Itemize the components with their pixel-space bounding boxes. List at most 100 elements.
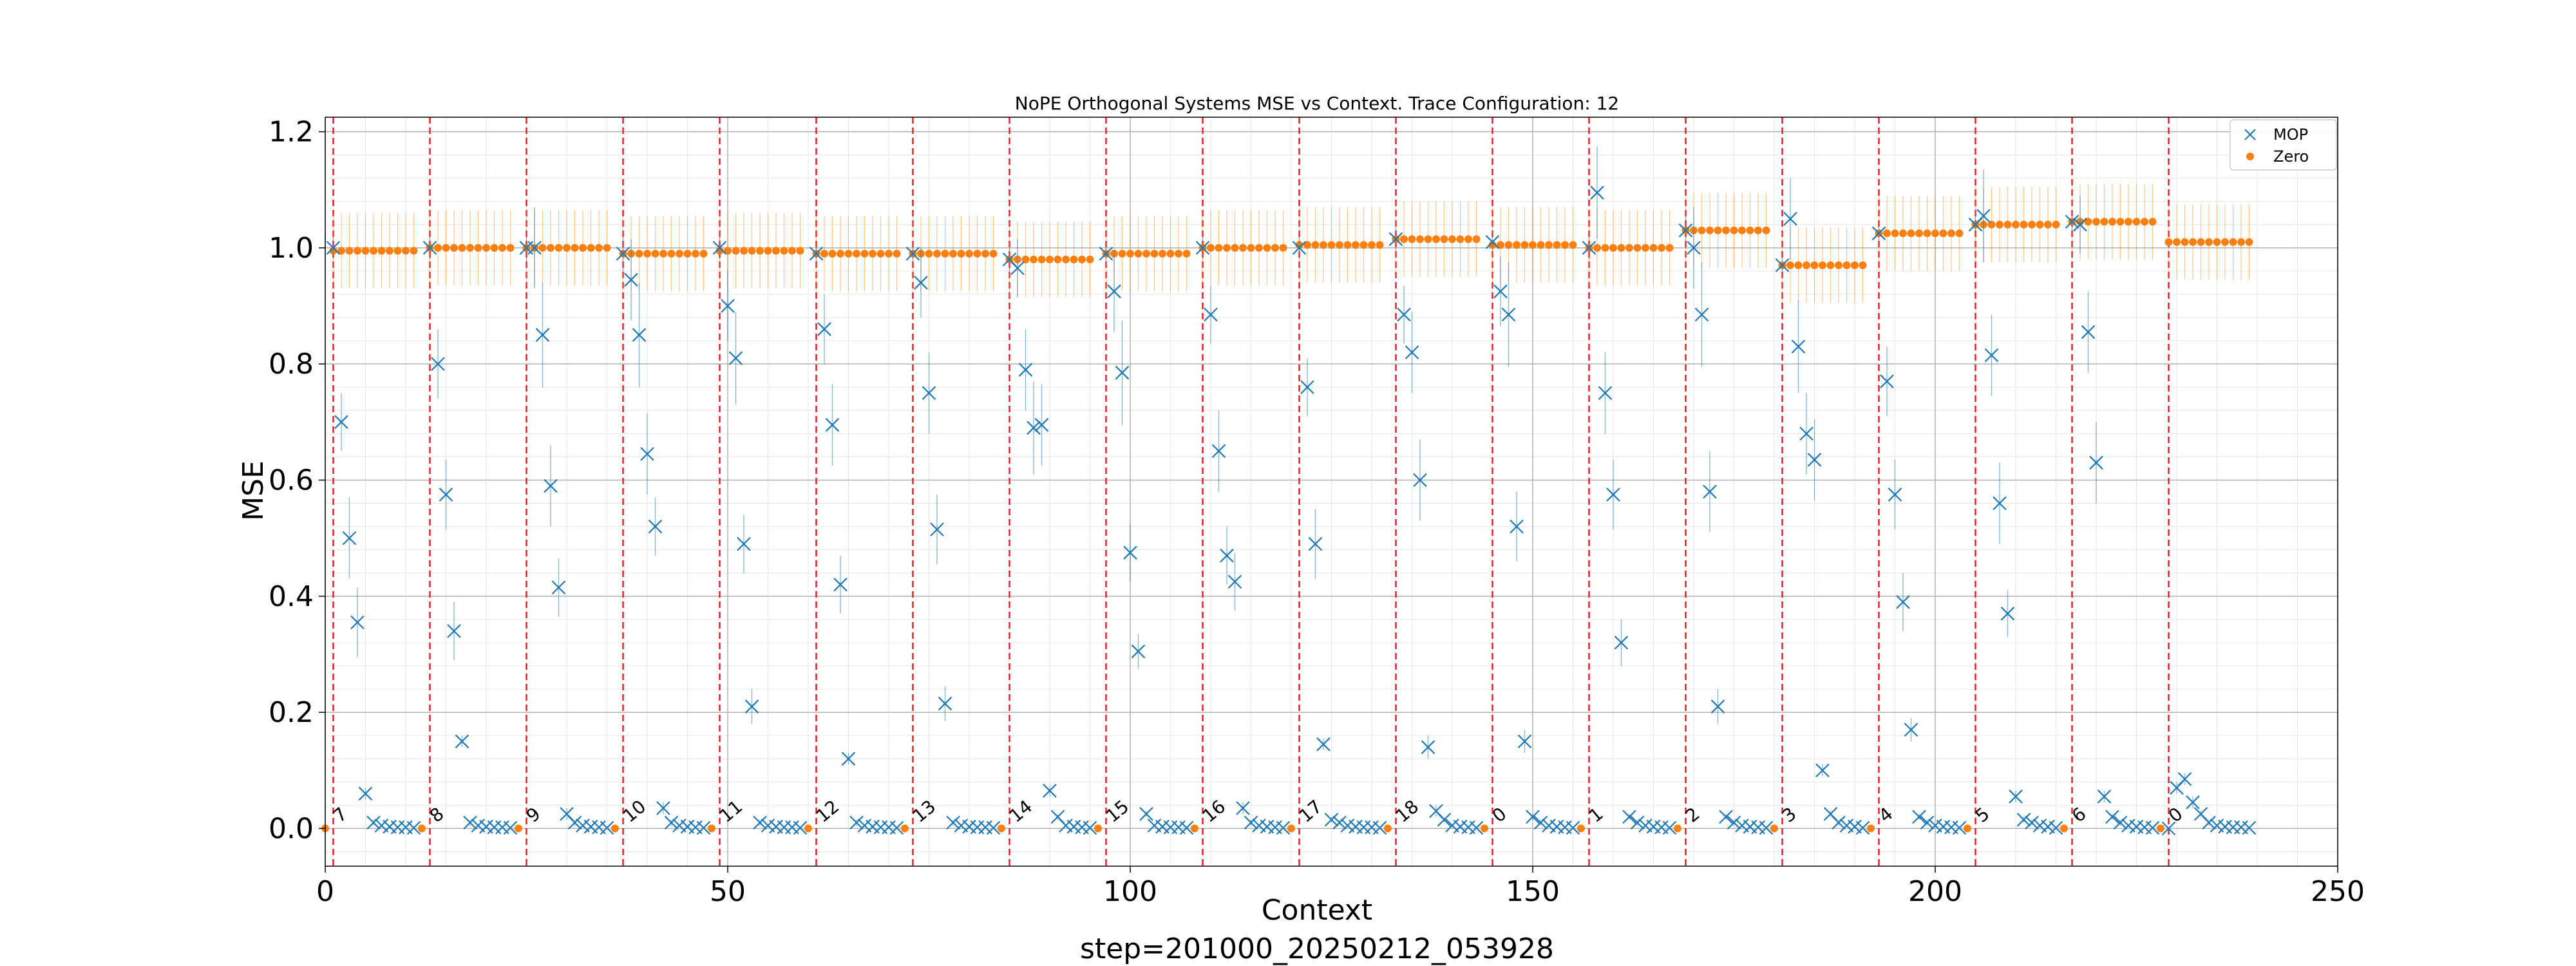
- mop-series: [326, 146, 2257, 836]
- zero-point: [1142, 249, 1150, 258]
- zero-point: [804, 824, 812, 833]
- segment-label: 3: [1778, 803, 1801, 827]
- mop-point: [1300, 380, 1314, 394]
- zero-point: [1481, 824, 1488, 833]
- zero-point: [780, 247, 788, 255]
- zero-point: [2221, 238, 2229, 246]
- segment-label: 9: [522, 803, 545, 827]
- mop-point: [2097, 790, 2112, 804]
- mop-point: [664, 815, 679, 830]
- zero-point: [1835, 261, 1842, 269]
- mop-point: [656, 801, 670, 815]
- mop-point: [986, 820, 1001, 835]
- zero-point: [2003, 220, 2012, 229]
- zero-point: [1907, 229, 1915, 238]
- x-axis-label: Context: [1262, 894, 1372, 927]
- mop-point: [1710, 699, 1725, 714]
- zero-point: [949, 249, 957, 258]
- zero-point: [2100, 218, 2108, 226]
- zero-point: [2181, 238, 2189, 246]
- segment-label: 0: [1488, 803, 1511, 827]
- segment-labels: 7 8 9 10 11 12 13 14 15 16 17 18 0 1 2 3 4 5 6 0: [329, 796, 2187, 827]
- zero-point: [563, 243, 571, 252]
- zero-point: [973, 249, 981, 258]
- mop-point: [1590, 185, 1604, 200]
- x-tick-label: 250: [2311, 875, 2365, 908]
- segment-label: 5: [1971, 803, 1994, 827]
- zero-point: [837, 249, 844, 258]
- mop-point: [1832, 815, 1846, 830]
- zero-point: [2108, 218, 2116, 226]
- zero-point: [692, 249, 699, 258]
- zero-point: [989, 249, 998, 258]
- zero-point: [1665, 243, 1674, 252]
- mop-point: [1952, 820, 1967, 835]
- zero-point: [1883, 229, 1891, 238]
- mop-point: [2081, 325, 2096, 339]
- zero-point: [538, 243, 547, 252]
- mop-point: [1236, 801, 1250, 815]
- zero-point: [1255, 243, 1263, 252]
- zero-point: [1842, 261, 1851, 269]
- mop-point: [2145, 820, 2160, 835]
- y-tick-label: 1.0: [269, 232, 314, 265]
- zero-point: [2012, 220, 2020, 229]
- mop-point: [358, 786, 373, 801]
- mop-point: [350, 615, 365, 630]
- zero-point: [1947, 229, 1955, 238]
- zero-point: [2213, 238, 2221, 246]
- segment-label: 2: [1681, 803, 1704, 827]
- mop-point: [1220, 548, 1234, 563]
- zero-point: [1424, 235, 1432, 243]
- mop-point: [1332, 815, 1347, 830]
- zero-point: [1126, 249, 1134, 258]
- mop-point: [551, 580, 566, 595]
- mop-point: [1211, 444, 1226, 459]
- mop-point: [1388, 232, 1403, 247]
- zero-point: [2036, 220, 2044, 229]
- zero-point: [885, 249, 893, 258]
- mop-point: [1469, 820, 1484, 835]
- zero-point: [1368, 241, 1376, 249]
- mop-point: [1976, 209, 1991, 223]
- zero-point: [1593, 243, 1601, 252]
- mop-point: [1397, 307, 1411, 322]
- zero-point: [1078, 255, 1086, 263]
- mop-point: [2202, 815, 2216, 830]
- zero-point: [474, 243, 482, 252]
- zero-point: [1384, 824, 1392, 833]
- zero-point: [1359, 241, 1368, 249]
- zero-point: [1118, 249, 1126, 258]
- mop-point: [1372, 820, 1387, 835]
- zero-point: [1239, 243, 1247, 252]
- zero-point: [1150, 249, 1159, 258]
- segment-label: 1: [1585, 803, 1607, 827]
- mop-point: [406, 820, 421, 835]
- segment-label: 4: [1875, 803, 1897, 827]
- mop-point: [1421, 740, 1435, 754]
- mop-point: [2177, 772, 2192, 786]
- mop-point: [712, 241, 727, 255]
- mop-point: [334, 415, 348, 430]
- zero-point: [402, 247, 410, 255]
- zero-point: [2060, 824, 2068, 833]
- zero-point: [2028, 220, 2036, 229]
- zero-point: [876, 249, 885, 258]
- segment-label: 7: [329, 803, 352, 827]
- mop-point: [1437, 813, 1452, 827]
- mop-point: [1324, 813, 1339, 827]
- mop-point: [930, 522, 944, 536]
- zero-point: [998, 824, 1005, 833]
- zero-point: [764, 247, 772, 255]
- zero-point: [1891, 229, 1899, 238]
- mop-point: [632, 328, 647, 342]
- zero-point: [2020, 220, 2028, 229]
- zero-point: [1609, 243, 1617, 252]
- zero-point: [1327, 241, 1336, 249]
- zero-point: [1786, 261, 1794, 269]
- zero-point: [1698, 226, 1706, 234]
- zero-point: [1762, 226, 1770, 234]
- zero-point: [2044, 220, 2052, 229]
- zero-point: [1030, 255, 1037, 263]
- zero-point: [853, 249, 860, 258]
